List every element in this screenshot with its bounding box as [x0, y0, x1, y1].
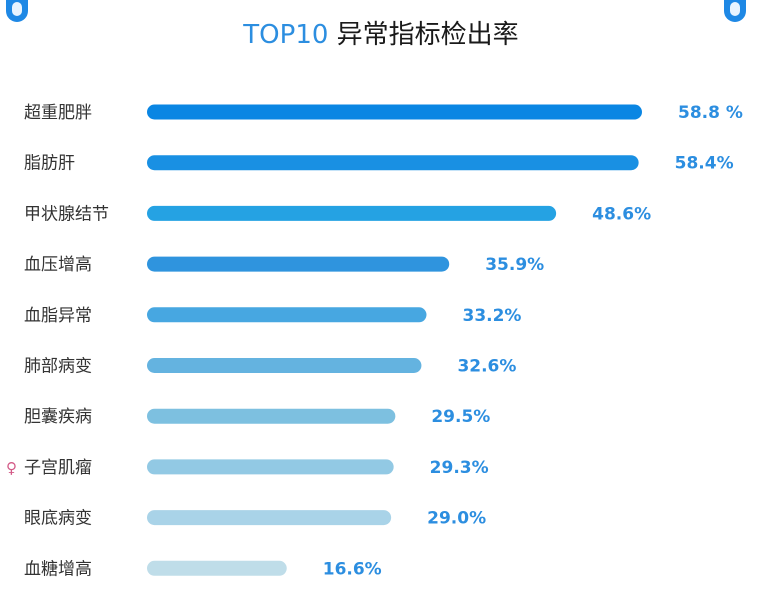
- value-label: 29.3%: [430, 458, 489, 478]
- bar: [147, 205, 557, 221]
- category-label: 眼底病变: [24, 509, 92, 529]
- corner-pin-left-icon: [6, 0, 28, 22]
- chart-title-highlight: TOP10: [243, 20, 329, 50]
- value-label: 33.2%: [462, 306, 521, 326]
- value-label: 16.6%: [323, 559, 382, 579]
- category-label: 脂肪肝: [24, 154, 75, 174]
- value-label: 29.5%: [431, 407, 490, 427]
- category-label: 子宫肌瘤: [24, 458, 92, 478]
- bar: [147, 104, 642, 120]
- category-label: 超重肥胖: [24, 103, 92, 123]
- category-label: 肺部病变: [24, 357, 92, 377]
- bar: [147, 155, 639, 171]
- value-label: 48.6%: [592, 204, 651, 224]
- bar: [147, 307, 427, 323]
- value-label: 29.0%: [427, 509, 486, 529]
- category-label: 血压增高: [24, 255, 92, 275]
- category-label: 胆囊疾病: [24, 407, 92, 427]
- chart-title: TOP10 异常指标检出率: [0, 18, 762, 52]
- corner-pin-right-icon: [724, 0, 746, 22]
- female-symbol-icon: ♀: [6, 459, 17, 477]
- value-label: 35.9%: [485, 255, 544, 275]
- category-label: 甲状腺结节: [24, 204, 109, 224]
- bar: [147, 510, 392, 526]
- bar: [147, 560, 287, 576]
- bar: [147, 459, 394, 475]
- category-label: 血糖增高: [24, 559, 92, 579]
- bar: [147, 358, 422, 373]
- chart-title-text: 异常指标检出率: [336, 20, 519, 50]
- value-label: 58.8 %: [678, 103, 743, 123]
- bar: [147, 408, 396, 424]
- bar: [147, 256, 450, 272]
- category-label: 血脂异常: [24, 306, 92, 326]
- value-label: 58.4%: [675, 154, 734, 174]
- value-label: 32.6%: [457, 357, 516, 377]
